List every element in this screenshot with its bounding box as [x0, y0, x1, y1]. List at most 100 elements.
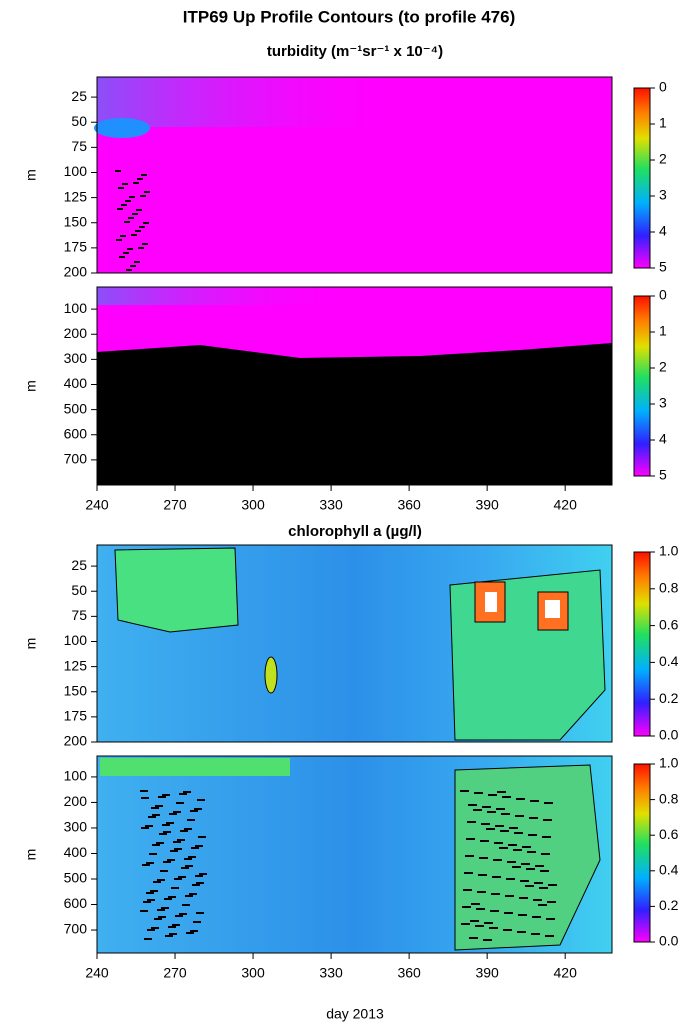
field-patch: [449, 569, 606, 741]
field-speck: [155, 805, 163, 807]
y-tick-label: 25: [71, 88, 87, 104]
field-speck: [147, 899, 155, 901]
x-tick-label: 420: [554, 965, 578, 981]
colorbar-tick-label: 4: [659, 223, 667, 239]
y-tick-label: 175: [64, 239, 88, 255]
field-speck: [166, 822, 174, 824]
colorbar-tick-label: 0.4: [659, 653, 679, 669]
field-speck: [131, 234, 137, 236]
colorbar-tick-label: 0.6: [659, 616, 679, 632]
x-tick-label: 390: [475, 497, 499, 513]
field-speck: [143, 222, 149, 224]
y-tick-label: 500: [64, 870, 88, 886]
field-speck: [122, 183, 128, 185]
chart-title: ITP69 Up Profile Contours (to profile 47…: [183, 7, 515, 26]
field-speck: [190, 930, 198, 932]
field-speck: [119, 256, 125, 258]
colorbar-tick-label: 2: [659, 151, 667, 167]
y-axis-label: m: [23, 380, 39, 392]
field-speck: [149, 853, 157, 855]
field-speck: [548, 884, 557, 886]
y-tick-label: 125: [64, 657, 88, 673]
field-speck: [499, 847, 508, 849]
field-patch: [545, 600, 560, 618]
y-tick-label: 600: [64, 425, 88, 441]
field-speck: [466, 838, 475, 840]
field-speck: [151, 807, 159, 809]
colorbar-tick-label: 0.8: [659, 580, 679, 596]
field-speck: [513, 849, 522, 851]
colorbar-tick-label: 1: [659, 115, 667, 131]
field-speck: [177, 839, 185, 841]
field-speck: [143, 901, 151, 903]
field-speck: [120, 235, 126, 237]
y-axis-label: m: [23, 849, 39, 861]
field-speck: [135, 230, 141, 232]
field-speck: [133, 182, 139, 184]
y-tick-label: 75: [71, 138, 87, 154]
field-speck: [116, 239, 122, 241]
field-speck: [464, 872, 473, 874]
field-speck: [168, 926, 176, 928]
colorbar-tick-label: 0.0: [659, 727, 679, 743]
y-tick-label: 175: [64, 708, 88, 724]
colorbar: [633, 763, 651, 943]
field-speck: [505, 895, 514, 897]
y-tick-label: 700: [64, 921, 88, 937]
y-tick-label: 600: [64, 895, 88, 911]
field-speck: [124, 221, 130, 223]
field-speck: [140, 910, 148, 912]
field-patch: [114, 547, 239, 633]
x-tick-label: 360: [397, 497, 421, 513]
field-speck: [146, 892, 154, 894]
field-speck: [474, 792, 483, 794]
field-speck: [136, 209, 142, 211]
field-speck: [198, 836, 206, 838]
y-tick-label: 125: [64, 188, 88, 204]
field-speck: [190, 810, 198, 812]
field-speck: [158, 796, 166, 798]
field-speck: [533, 899, 542, 901]
field-speck: [490, 910, 499, 912]
colorbar-tick-label: 0.8: [659, 790, 679, 806]
x-tick-label: 240: [85, 497, 109, 513]
field-speck: [539, 887, 548, 889]
field-speck: [140, 790, 148, 792]
field-shade: [97, 287, 347, 305]
field-speck: [515, 815, 524, 817]
colorbar: [633, 87, 651, 269]
field-speck: [526, 868, 535, 870]
field-speck: [191, 847, 199, 849]
field-speck: [541, 853, 550, 855]
field-speck: [167, 859, 175, 861]
colorbar-tick-label: 0.2: [659, 690, 679, 706]
field-speck: [158, 916, 166, 918]
field-patch: [264, 656, 278, 694]
field-speck: [174, 848, 182, 850]
field-speck: [531, 933, 540, 935]
y-tick-label: 200: [64, 733, 88, 749]
x-tick-label: 390: [475, 965, 499, 981]
field-speck: [179, 793, 187, 795]
colorbar-tick-label: 0.4: [659, 862, 679, 878]
field-speck: [163, 831, 171, 833]
field-speck: [540, 870, 549, 872]
y-tick-label: 400: [64, 844, 88, 860]
colorbar-tick-label: 1.0: [659, 543, 679, 559]
field-speck: [125, 200, 131, 202]
colorbar-tick-label: 0.0: [659, 933, 679, 949]
y-tick-label: 50: [71, 582, 87, 598]
field-speck: [516, 798, 525, 800]
field-speck: [463, 889, 472, 891]
field-speck: [174, 878, 182, 880]
field-speck: [173, 811, 181, 813]
plot-frame: [96, 544, 613, 743]
colorbar-tick-label: 1: [659, 323, 667, 339]
field-speck: [199, 873, 207, 875]
field-speck: [467, 821, 476, 823]
field-speck: [164, 898, 172, 900]
field-speck: [162, 794, 170, 796]
field-speck: [148, 816, 156, 818]
field-speck: [137, 178, 143, 180]
